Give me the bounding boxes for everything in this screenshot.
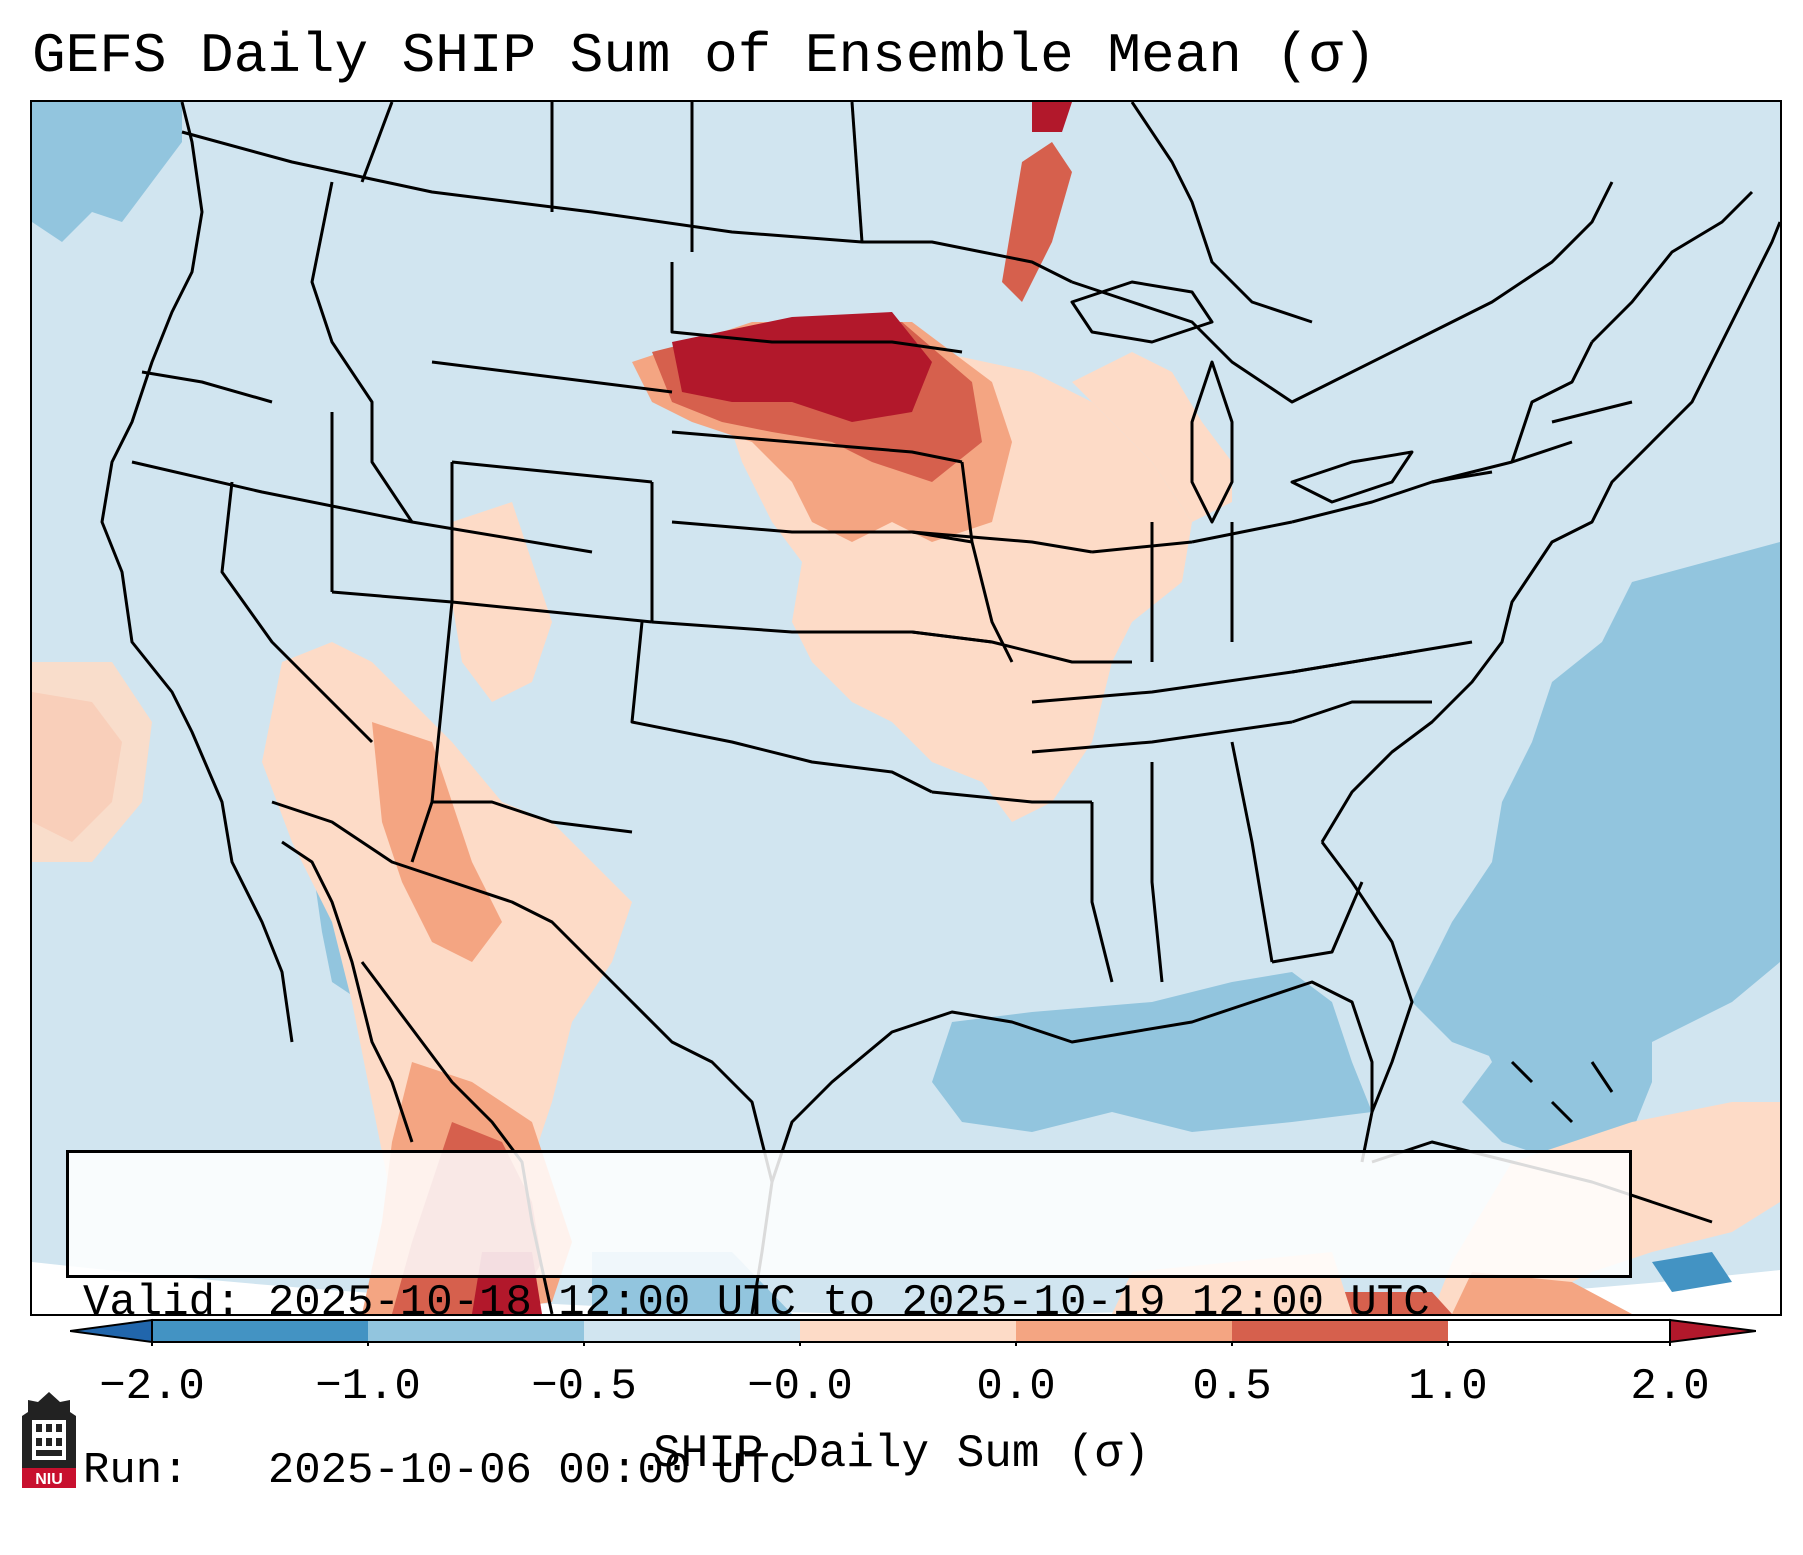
lake-superior [1070,280,1214,344]
pacific-low-field-nw [32,102,182,242]
gulf-coast [750,980,1374,1314]
state-nc-sc [1291,700,1432,724]
baja-coast [281,840,414,1143]
canada-very-high-spot [1032,102,1072,132]
atlantic-low-field [1432,542,1780,1162]
state-wy-co [451,460,653,484]
colorbar-min-extension [70,1318,153,1344]
mexico-us-border [271,800,774,1183]
maine-coast [1590,190,1754,344]
state-mi-in-oh [1191,520,1293,544]
colorbar-bin-3 [584,1320,800,1342]
colorbar-tick-marks [151,1342,1671,1346]
colorbar-bin-2 [368,1320,584,1342]
state-id-mt [310,181,414,523]
hudson-coast [1130,102,1313,324]
state-wi-il [1091,540,1193,554]
colorbar [70,1318,1756,1346]
southwest-slight-field [262,642,632,1262]
canada-us-border [181,130,1073,284]
state-va-nc [1291,640,1473,674]
state-mt-wy [431,360,673,394]
lake-erie [1290,450,1414,504]
pacific-slight-field [32,662,152,862]
colorbar-bin-4 [800,1320,1016,1342]
atlantic-low-field-2 [1412,962,1592,1072]
state-ne-ks [671,520,973,544]
state-ut-az [331,590,453,604]
colorbar-tick-label: −2.0 [99,1362,205,1412]
state-la-ms [1090,802,1114,983]
colorbar-bin-1 [152,1320,368,1342]
state-or-ca-nv [131,460,593,554]
colorbar-tick-label: −0.0 [747,1362,853,1412]
colorbar-tick-label: 1.0 [1408,1362,1488,1412]
colorbar-bin-5 [1016,1320,1232,1342]
bahamas [1510,1060,1614,1124]
caribbean-low-field [1652,1252,1732,1292]
canada-lakes-line [850,102,864,243]
southwest-moderate-field [372,722,502,962]
map-svg [32,102,1780,1314]
ne-states [1510,341,1633,463]
state-nm-co [451,600,653,624]
colorbar-tick-label: 2.0 [1630,1362,1710,1412]
colorbar-tick-label: 0.5 [1192,1362,1272,1412]
colorbar-tick-label: −0.5 [531,1362,637,1412]
state-ca-nv-diag [220,481,374,744]
state-ga-sc-fl [1271,881,1364,964]
state-az-nm [410,601,454,863]
niu-logo-icon: NIU [22,1392,76,1488]
east-coast [1320,221,1780,843]
state-mn-ia [960,461,1014,663]
gulf-low-field [932,972,1372,1132]
state-ny-pa [1431,440,1573,484]
state-nm-tx [432,800,633,834]
state-ms-al [1150,762,1164,983]
state-oh-wv-pa [1291,470,1493,524]
colorbar-tick-label: −1.0 [315,1362,421,1412]
state-mo-ar [911,630,1132,664]
valid-run-box: Valid: 2025-10-18 12:00 UTC to 2025-10-1… [66,1150,1632,1496]
boundaries [100,102,1780,1314]
state-ok-tx [630,621,933,794]
great-lakes-outline [1071,181,1614,404]
lake-michigan [1190,360,1234,524]
chart-title: GEFS Daily SHIP Sum of Ensemble Mean (σ) [32,24,1377,88]
logo-text: NIU [35,1471,63,1488]
state-sd-ne [671,430,963,464]
colorbar-max-extension [1669,1318,1756,1344]
run-time-line: Run: 2025-10-06 00:00 UTC [83,1446,796,1496]
florida-coast [1320,841,1414,1113]
state-wa-or [141,370,273,404]
state-nd-sd [670,262,963,354]
colorbar-bin-6 [1232,1320,1448,1342]
caribbean-moderate-field [1452,1272,1632,1314]
state-al-ga [1230,741,1274,963]
state-tn-ms-al [1031,720,1293,754]
state-ia-mo [911,530,1093,554]
negative-anomaly-fields [32,102,1780,1314]
rockies-slight-field [452,502,552,702]
map-panel [30,100,1782,1316]
colorbar-frame [151,1319,1671,1343]
colorbar-label: SHIP Daily Sum (σ) [653,1428,1150,1480]
state-ar-la [931,790,1092,804]
west-coast-line [100,102,294,1043]
colorbar-tick-label: 0.0 [976,1362,1056,1412]
canada-high-streak [1002,142,1072,302]
canada-province-line-3 [360,102,394,183]
